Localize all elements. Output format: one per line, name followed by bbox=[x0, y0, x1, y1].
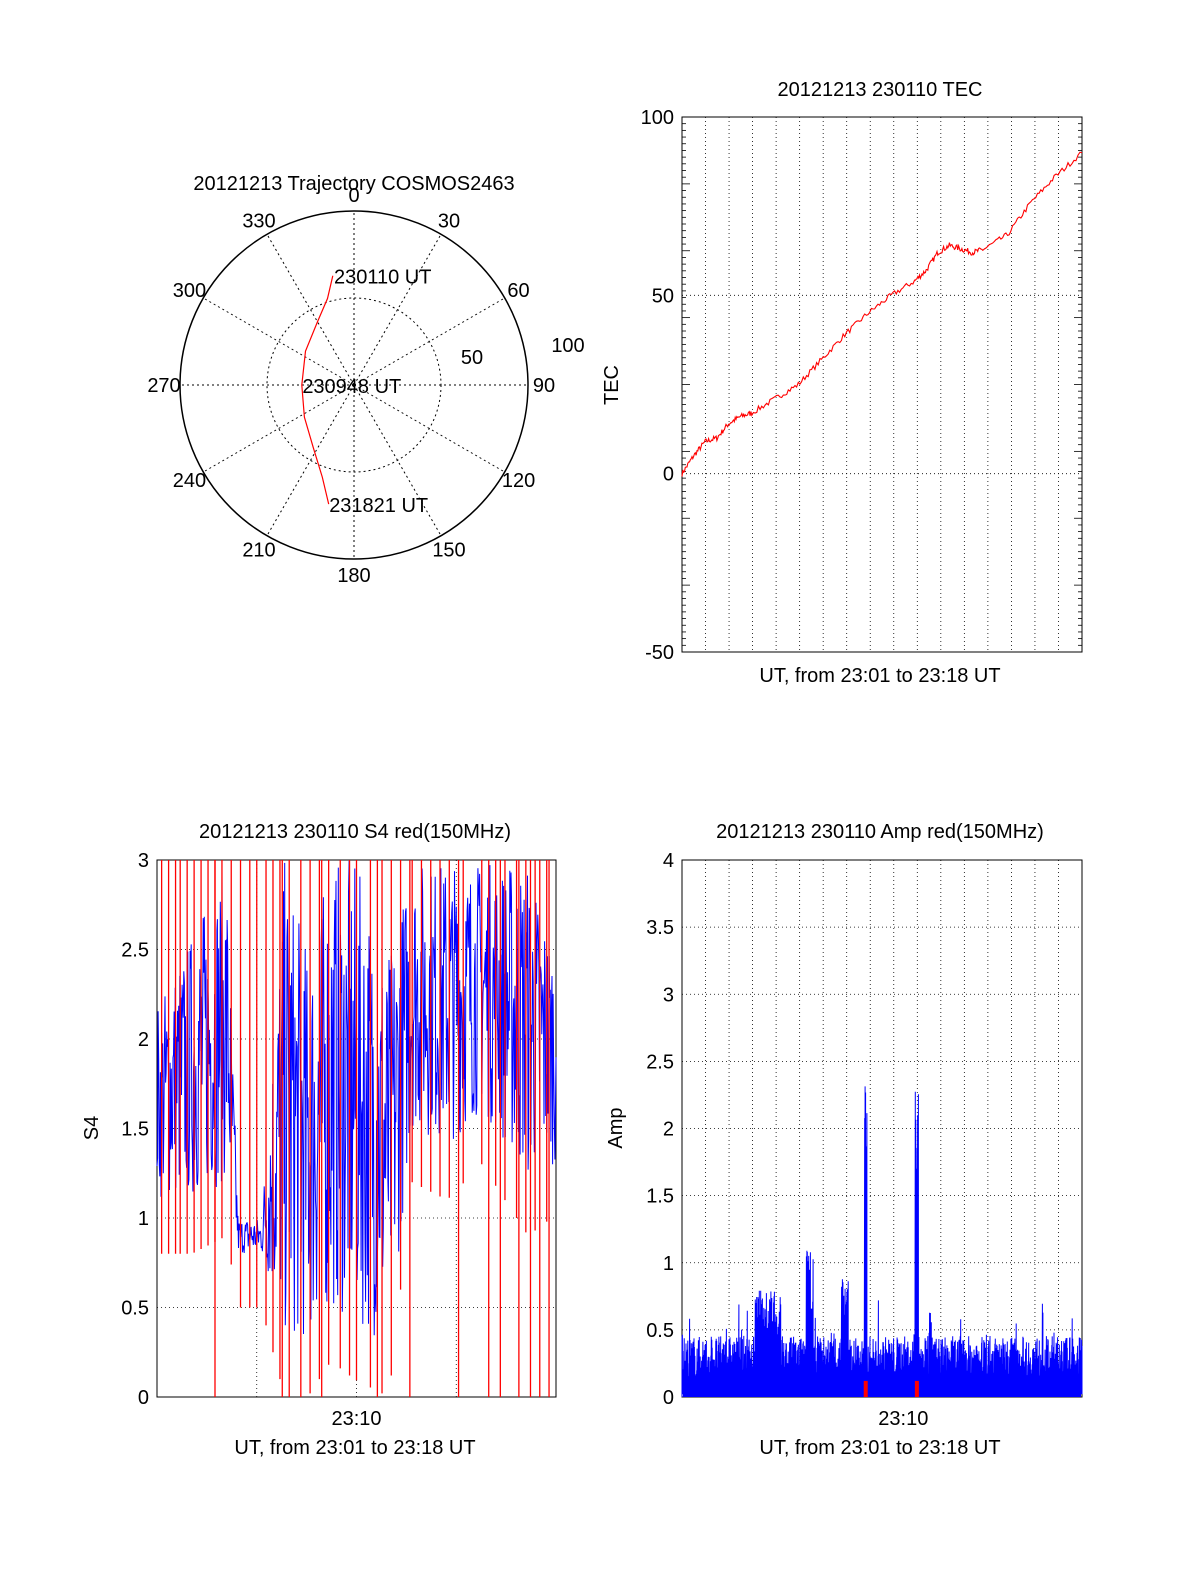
tec-xlabel: UT, from 23:01 to 23:18 UT bbox=[759, 665, 1000, 687]
azimuth-label: 60 bbox=[507, 280, 529, 302]
tec-ytick: 100 bbox=[641, 107, 674, 129]
radius-label: 100 bbox=[551, 335, 584, 357]
track-time-label: 230948 UT bbox=[302, 376, 401, 398]
amp-ytick: 2.5 bbox=[646, 1051, 674, 1073]
tec-title: 20121213 230110 TEC bbox=[778, 79, 983, 101]
polar-spoke bbox=[266, 384, 355, 536]
azimuth-label: 120 bbox=[502, 470, 535, 492]
azimuth-label: 240 bbox=[173, 470, 206, 492]
amp-ytick: 1 bbox=[663, 1253, 674, 1275]
azimuth-label: 300 bbox=[173, 280, 206, 302]
amp-ytick: 2 bbox=[663, 1119, 674, 1141]
s4-title: 20121213 230110 S4 red(150MHz) bbox=[199, 821, 511, 843]
amp-ytick: 3 bbox=[663, 984, 674, 1006]
amp-ytick: 4 bbox=[663, 850, 674, 872]
amp-ytick: 1.5 bbox=[646, 1186, 674, 1208]
trajectory-title: 20121213 Trajectory COSMOS2463 bbox=[193, 173, 514, 195]
polar-spoke bbox=[266, 234, 355, 386]
polar-spoke bbox=[353, 384, 505, 473]
s4-ytick: 1.5 bbox=[121, 1119, 149, 1141]
amp-xtick: 23:10 bbox=[878, 1408, 928, 1430]
azimuth-label: 0 bbox=[348, 185, 359, 207]
tec-ylabel: TEC bbox=[601, 365, 623, 405]
polar-spoke bbox=[203, 384, 355, 473]
tec-ytick: 0 bbox=[663, 464, 674, 486]
polar-outer-circle bbox=[179, 210, 529, 560]
amp-ytick: 0.5 bbox=[646, 1320, 674, 1342]
polar-spoke bbox=[353, 384, 442, 536]
amp-ytick: 0 bbox=[663, 1387, 674, 1409]
s4-chart: 20121213 230110 S4 red(150MHz) UT, from … bbox=[81, 821, 557, 1459]
polar-spoke bbox=[353, 234, 442, 386]
azimuth-label: 330 bbox=[242, 210, 275, 232]
s4-ytick: 0 bbox=[138, 1387, 149, 1409]
s4-ytick: 1 bbox=[138, 1208, 149, 1230]
amp-title: 20121213 230110 Amp red(150MHz) bbox=[716, 821, 1044, 843]
tec-ytick: 50 bbox=[652, 285, 674, 307]
amp-red-mark bbox=[863, 1380, 868, 1397]
azimuth-label: 180 bbox=[337, 565, 370, 587]
azimuth-label: 30 bbox=[438, 210, 460, 232]
tec-series-line bbox=[681, 151, 1083, 477]
polar-spoke bbox=[353, 297, 505, 386]
s4-ytick: 3 bbox=[138, 850, 149, 872]
radius-label: 50 bbox=[461, 347, 483, 369]
amp-baseline-fill bbox=[683, 1380, 1081, 1397]
amp-chart: 20121213 230110 Amp red(150MHz) UT, from… bbox=[605, 821, 1083, 1459]
amp-ylabel: Amp bbox=[605, 1107, 627, 1148]
track-time-label: 230110 UT bbox=[334, 267, 431, 289]
trajectory-chart: 20121213 Trajectory COSMOS2463 0 30 60 90 12… bbox=[147, 173, 584, 587]
track-time-label: 231821 UT bbox=[329, 495, 428, 517]
amp-red-mark bbox=[914, 1380, 919, 1397]
satellite-track bbox=[301, 275, 334, 505]
tec-plot-frame bbox=[681, 116, 1083, 653]
tec-chart: 20121213 230110 TEC UT, from 23:01 to 23… bbox=[601, 79, 1083, 687]
polar-spoke bbox=[203, 297, 355, 386]
amp-xlabel: UT, from 23:01 to 23:18 UT bbox=[759, 1437, 1000, 1459]
s4-ytick: 2.5 bbox=[121, 940, 149, 962]
azimuth-label: 210 bbox=[242, 540, 275, 562]
amp-blue-series bbox=[681, 1086, 1083, 1397]
s4-ytick: 0.5 bbox=[121, 1298, 149, 1320]
azimuth-label: 150 bbox=[432, 540, 465, 562]
s4-xlabel: UT, from 23:01 to 23:18 UT bbox=[234, 1437, 475, 1459]
s4-ytick: 2 bbox=[138, 1029, 149, 1051]
s4-ylabel: S4 bbox=[81, 1116, 103, 1140]
s4-xtick: 23:10 bbox=[331, 1408, 381, 1430]
tec-ytick: -50 bbox=[645, 642, 674, 664]
amp-ytick: 3.5 bbox=[646, 917, 674, 939]
azimuth-label: 270 bbox=[147, 375, 180, 397]
azimuth-label: 90 bbox=[533, 375, 555, 397]
